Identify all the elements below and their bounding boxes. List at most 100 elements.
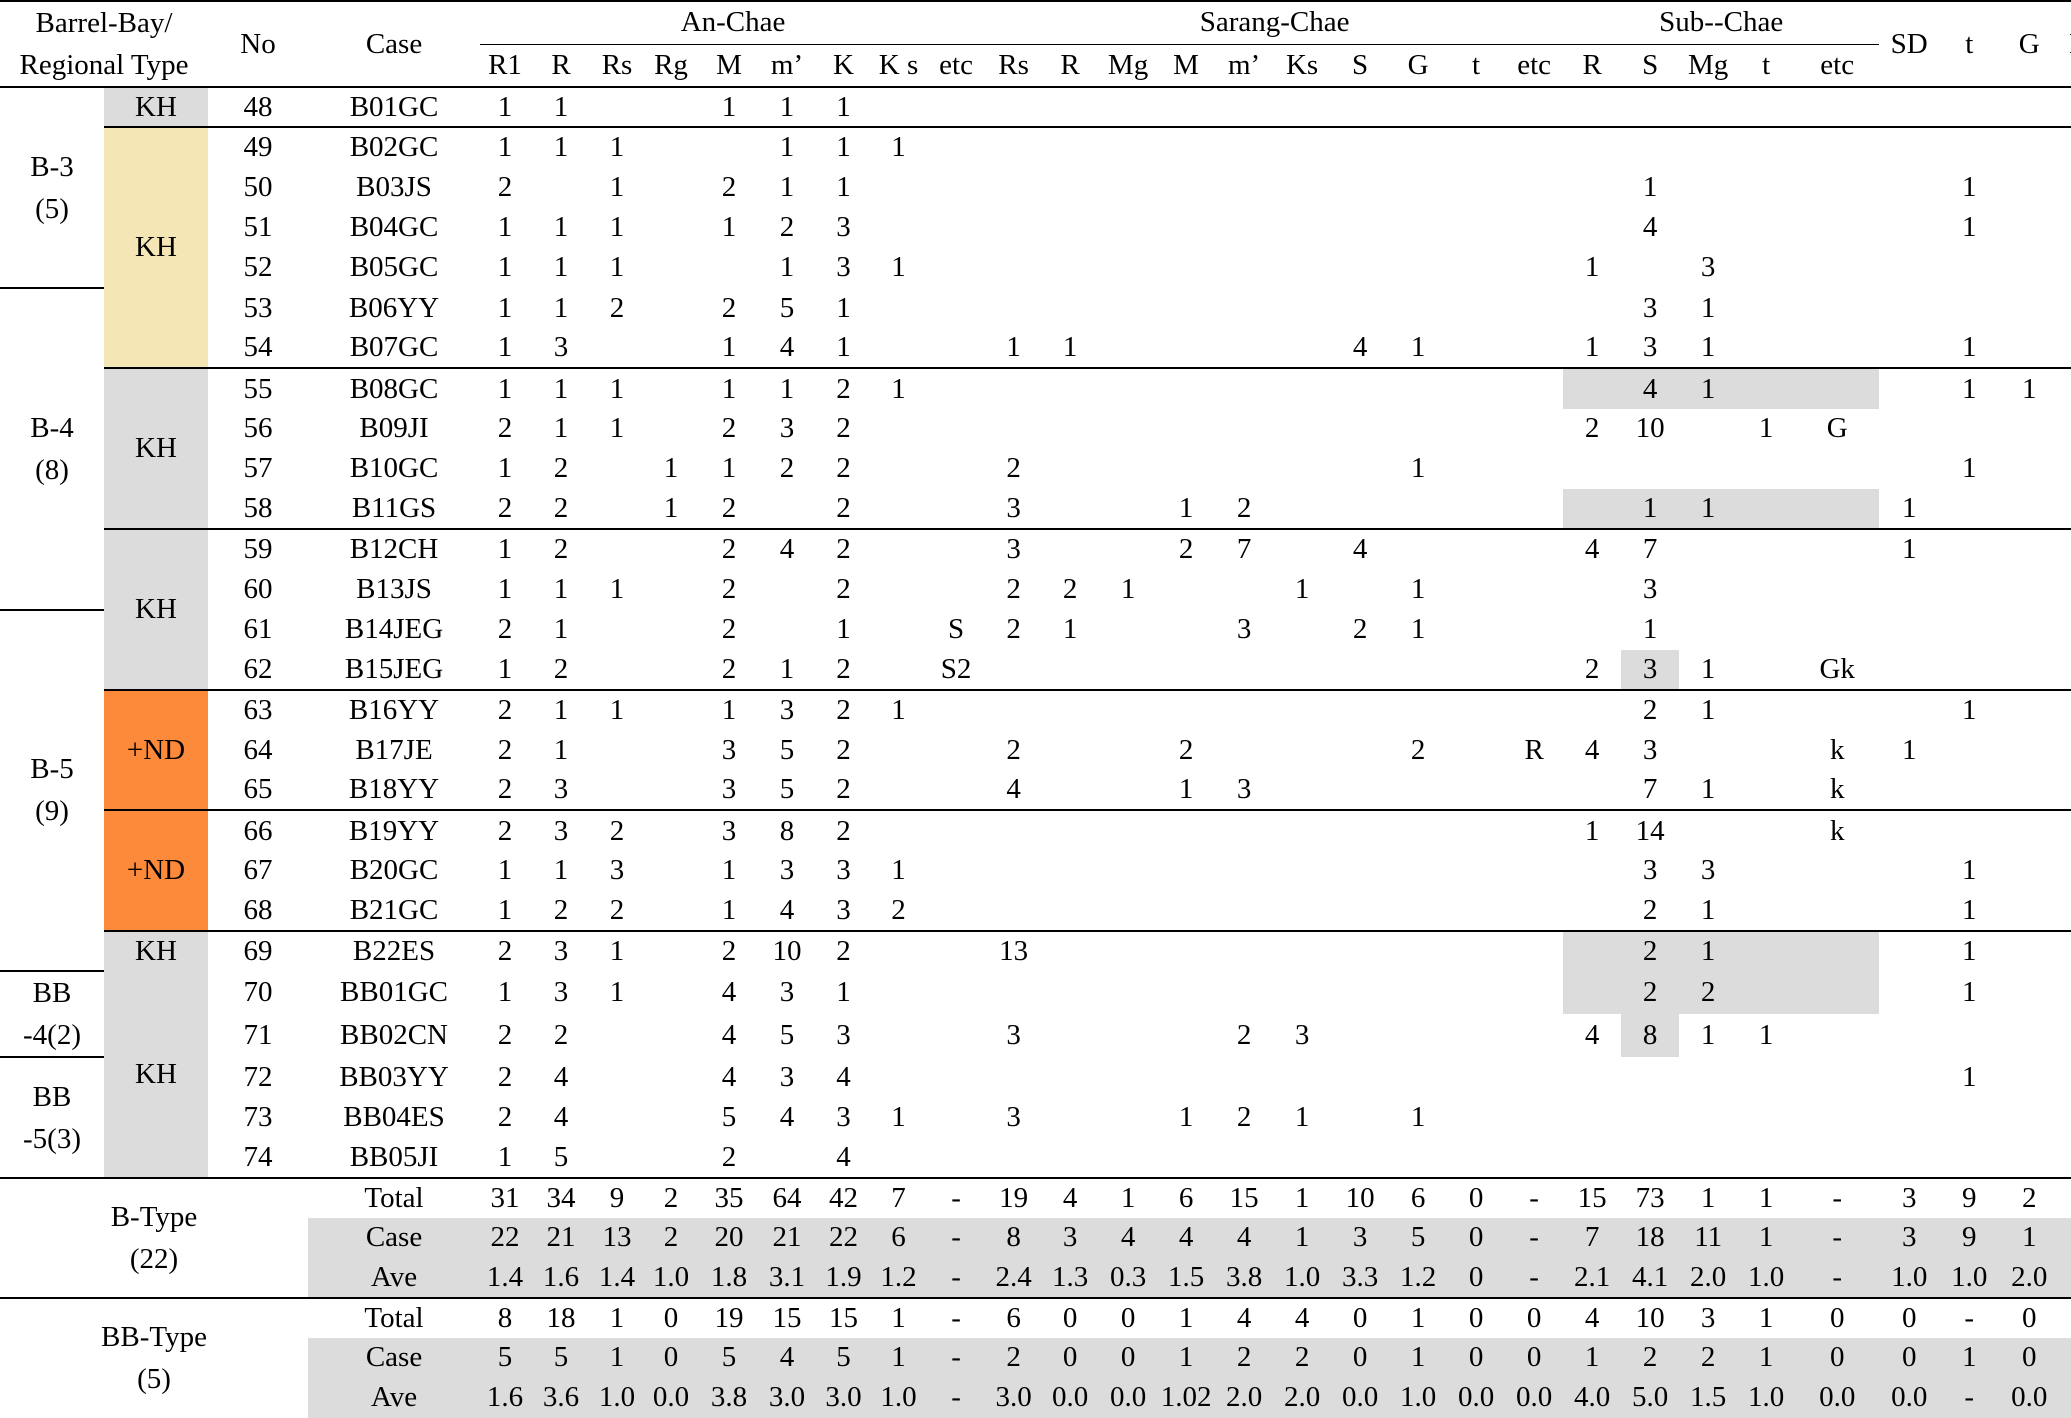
value-cell: G	[1826, 412, 1848, 445]
value-cell: R	[1524, 733, 1544, 766]
value-cell: 3	[836, 1101, 851, 1134]
value-cell	[1215, 688, 1274, 731]
header-col-an-chae: R	[530, 43, 593, 88]
value-cell	[2059, 809, 2071, 851]
value-cell: 1	[1178, 1101, 1194, 1134]
value-cell: 4	[836, 1060, 851, 1093]
value-cell: 2	[553, 893, 569, 926]
case-id: B06YY	[348, 291, 440, 324]
value-cell: 2	[497, 733, 513, 766]
value-cell	[642, 891, 700, 931]
value-cell: 2	[721, 291, 737, 324]
summary-value-cell: 7	[1563, 1217, 1622, 1258]
value-cell	[1795, 1098, 1879, 1138]
value-cell	[1679, 167, 1737, 207]
value-cell	[1331, 1138, 1389, 1178]
value-cell	[1389, 891, 1447, 931]
value-cell	[1041, 930, 1100, 972]
value-cell	[1273, 730, 1331, 770]
value-cell: 1	[1939, 367, 2000, 409]
case-id: B14JEG	[344, 613, 444, 646]
row-number: 61	[243, 613, 273, 646]
value-cell	[986, 208, 1041, 248]
table-row: 67B20GC11313313314	[0, 851, 2071, 891]
value-cell	[1999, 930, 2060, 972]
value-cell	[871, 449, 926, 489]
value-cell: 4	[1563, 528, 1622, 570]
value-cell: 1	[816, 86, 872, 128]
value-cell	[1215, 86, 1274, 128]
value-cell: 4	[721, 1060, 737, 1093]
value-cell	[2059, 449, 2071, 489]
value-cell: 1	[497, 572, 513, 605]
value-cell	[1041, 288, 1099, 328]
summary-value-cell: 1	[1157, 1296, 1216, 1338]
value-cell: 1	[779, 652, 795, 685]
value-cell: 1	[1961, 331, 1977, 364]
row-number: 49	[208, 126, 309, 168]
value-cell: 2	[1352, 613, 1368, 646]
summary-value-cell: 1	[1563, 1337, 1622, 1378]
value-cell	[1157, 328, 1215, 368]
header-col-sarang-chae: Rs	[986, 43, 1042, 88]
header-col-sarang-chae: etc	[1505, 43, 1564, 88]
case-id: B03JS	[356, 171, 432, 204]
value-cell: 1	[609, 412, 625, 445]
value-cell	[1157, 891, 1215, 931]
value-cell	[758, 489, 816, 529]
table-row: 51B04GC111123413	[0, 208, 2071, 248]
value-cell	[2059, 1098, 2071, 1138]
value-cell	[1879, 930, 1940, 972]
value-cell: 2	[1236, 1101, 1252, 1134]
value-cell	[1389, 367, 1448, 409]
value-cell: 2	[721, 572, 737, 605]
summary-row: Case22211322021226-834441350-718111-3912…	[0, 1217, 2071, 1258]
value-cell: 4	[553, 1060, 569, 1093]
value-cell	[871, 770, 926, 810]
summary-row-label: Case	[308, 1337, 481, 1378]
value-cell: 7	[1642, 773, 1658, 806]
value-cell	[1389, 248, 1447, 288]
value-cell	[986, 971, 1041, 1014]
value-cell: 1	[1679, 367, 1738, 409]
value-cell	[1099, 167, 1157, 207]
header-col-sarang-chae: S	[1331, 43, 1390, 88]
value-cell: 1	[1961, 893, 1977, 926]
header-col-sub-chae: t	[1737, 43, 1796, 88]
value-cell: 3	[553, 773, 569, 806]
value-cell	[1563, 86, 1622, 128]
value-cell	[1879, 86, 1940, 128]
value-cell	[1273, 770, 1331, 810]
value-cell: 3	[1236, 773, 1252, 806]
header-col-sarang-chae: M	[1157, 43, 1216, 88]
value-cell	[1795, 167, 1879, 207]
value-cell: 5	[779, 733, 795, 766]
value-cell	[1215, 971, 1273, 1014]
value-cell	[1505, 971, 1563, 1014]
value-cell	[1999, 288, 2059, 328]
value-cell	[1563, 488, 1622, 530]
value-cell: 1	[836, 171, 851, 204]
value-cell: S2	[940, 652, 972, 685]
value-cell	[1737, 610, 1795, 650]
value-cell	[1389, 288, 1447, 328]
case-id: B09JI	[359, 412, 429, 445]
value-cell	[1737, 891, 1795, 931]
summary-value-cell: 3.8	[700, 1377, 759, 1418]
value-cell	[1157, 610, 1215, 650]
value-cell: 2	[721, 492, 737, 525]
value-cell	[2059, 126, 2071, 168]
value-cell	[1505, 851, 1563, 891]
summary-value-cell: 61	[2059, 1176, 2071, 1218]
value-cell	[2059, 1057, 2071, 1097]
value-cell	[986, 688, 1042, 731]
value-cell	[1737, 1138, 1795, 1178]
summary-row: BB-Type (5) Total 8 18 1 0 19 15 15 1-6 0 0 1 4 4 0 1 0 0 4 1…	[0, 1296, 2071, 1418]
value-cell	[2059, 930, 2071, 972]
value-cell	[642, 1014, 700, 1057]
value-cell	[1041, 770, 1099, 810]
value-cell: 1	[1758, 1019, 1774, 1052]
value-cell	[1939, 248, 1999, 288]
value-cell	[1939, 126, 2000, 168]
case-id: BB05JI	[349, 1140, 439, 1173]
